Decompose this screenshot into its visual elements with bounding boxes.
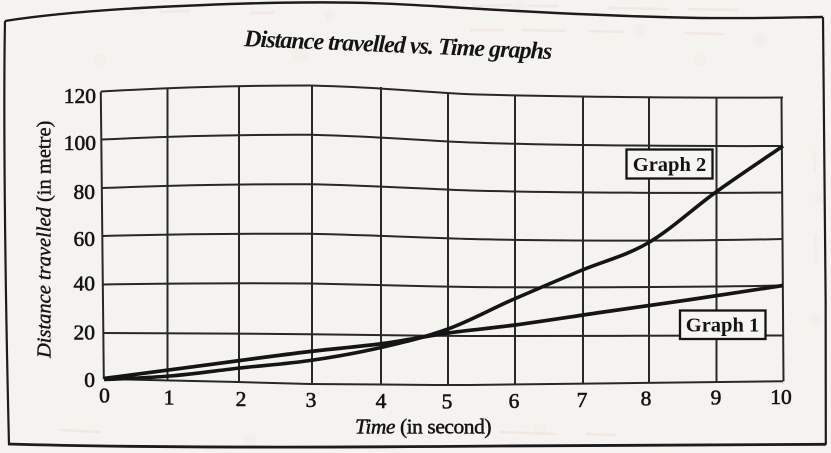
svg-text:20: 20 (74, 321, 96, 345)
svg-text:80: 80 (74, 180, 96, 204)
svg-text:9: 9 (711, 386, 722, 410)
svg-text:0: 0 (99, 384, 110, 408)
svg-text:3: 3 (306, 388, 317, 412)
svg-text:Graph 2: Graph 2 (633, 154, 706, 176)
svg-text:5: 5 (442, 390, 453, 414)
svg-text:Time (in second): Time (in second) (355, 415, 491, 439)
svg-text:100: 100 (64, 131, 96, 155)
svg-text:1: 1 (164, 386, 175, 410)
svg-text:8: 8 (641, 387, 652, 411)
svg-text:120: 120 (64, 84, 96, 108)
svg-text:0: 0 (84, 368, 95, 392)
svg-text:40: 40 (74, 272, 96, 296)
svg-text:10: 10 (770, 385, 792, 409)
svg-text:2: 2 (236, 387, 247, 411)
svg-text:Distance travelled (in metre): Distance travelled (in metre) (34, 121, 56, 359)
svg-text:6: 6 (509, 389, 520, 413)
svg-text:Graph 1: Graph 1 (686, 315, 759, 337)
svg-text:7: 7 (577, 388, 588, 412)
svg-text:60: 60 (74, 227, 96, 251)
svg-text:4: 4 (376, 389, 387, 413)
